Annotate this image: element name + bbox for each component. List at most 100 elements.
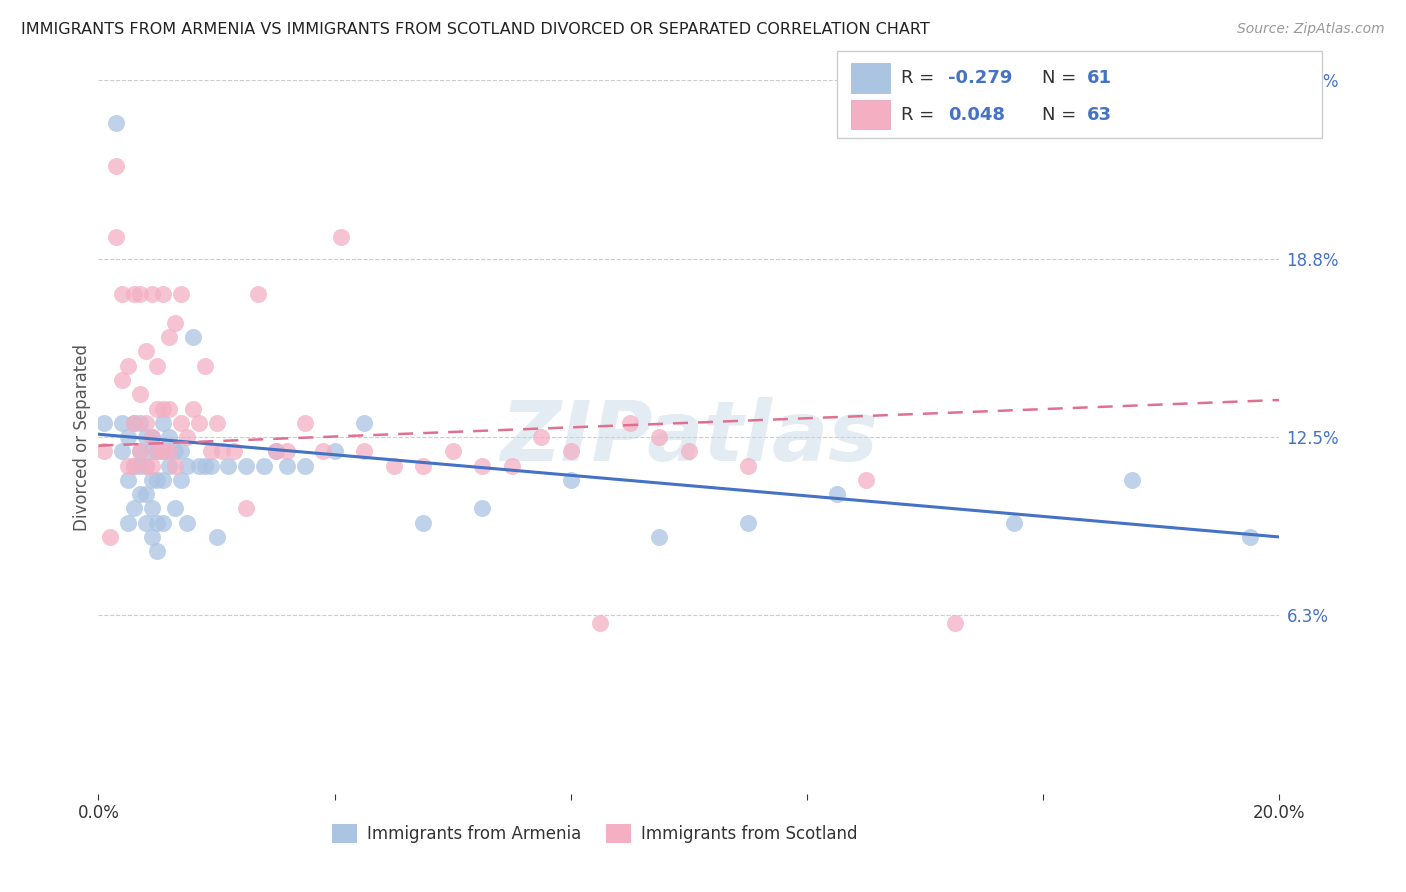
Point — [855, 473, 877, 487]
Point — [117, 473, 139, 487]
Point — [264, 444, 287, 458]
Point — [128, 444, 150, 458]
Point — [194, 359, 217, 373]
Point — [294, 458, 316, 473]
Point — [128, 444, 150, 458]
Point — [111, 287, 134, 301]
Point — [157, 430, 180, 444]
Text: R =: R = — [901, 105, 941, 124]
Point — [128, 287, 150, 301]
Point — [141, 530, 163, 544]
Point — [943, 615, 966, 630]
Point — [146, 444, 169, 458]
Point — [412, 458, 434, 473]
Point — [111, 444, 134, 458]
Point — [146, 359, 169, 373]
Point — [678, 444, 700, 458]
Point — [146, 444, 169, 458]
Point — [165, 444, 187, 458]
Point — [152, 287, 174, 301]
FancyBboxPatch shape — [851, 63, 890, 93]
Point — [122, 287, 145, 301]
Text: R =: R = — [901, 69, 941, 87]
Point — [211, 444, 233, 458]
Point — [323, 444, 346, 458]
Point — [117, 359, 139, 373]
Point — [105, 116, 128, 130]
Point — [135, 416, 157, 430]
Point — [217, 458, 239, 473]
Point — [152, 444, 174, 458]
Point — [170, 444, 193, 458]
Point — [471, 501, 494, 516]
Point — [276, 444, 298, 458]
Point — [1002, 516, 1025, 530]
Point — [157, 458, 180, 473]
Point — [105, 230, 128, 244]
Point — [98, 530, 121, 544]
Point — [128, 387, 150, 401]
Point — [128, 487, 150, 501]
Point — [619, 416, 641, 430]
Point — [128, 458, 150, 473]
Point — [122, 458, 145, 473]
Point — [117, 516, 139, 530]
Point — [205, 530, 228, 544]
Text: 0.048: 0.048 — [948, 105, 1005, 124]
Point — [235, 501, 257, 516]
Point — [141, 458, 163, 473]
Point — [141, 501, 163, 516]
Point — [246, 287, 269, 301]
Text: IMMIGRANTS FROM ARMENIA VS IMMIGRANTS FROM SCOTLAND DIVORCED OR SEPARATED CORREL: IMMIGRANTS FROM ARMENIA VS IMMIGRANTS FR… — [21, 22, 929, 37]
Legend: Immigrants from Armenia, Immigrants from Scotland: Immigrants from Armenia, Immigrants from… — [325, 818, 865, 850]
Point — [737, 516, 759, 530]
Text: ZIPatlas: ZIPatlas — [501, 397, 877, 477]
Text: 63: 63 — [1087, 105, 1112, 124]
Point — [111, 416, 134, 430]
Point — [194, 458, 217, 473]
Point — [170, 287, 193, 301]
Point — [152, 444, 174, 458]
Point — [122, 458, 145, 473]
Text: N =: N = — [1042, 69, 1081, 87]
Point — [152, 473, 174, 487]
Point — [825, 487, 848, 501]
Point — [165, 501, 187, 516]
Point — [146, 473, 169, 487]
Point — [648, 430, 671, 444]
FancyBboxPatch shape — [837, 51, 1322, 138]
Point — [135, 516, 157, 530]
Y-axis label: Divorced or Separated: Divorced or Separated — [73, 343, 91, 531]
Point — [141, 287, 163, 301]
Point — [152, 416, 174, 430]
Point — [441, 444, 464, 458]
Point — [205, 416, 228, 430]
Point — [353, 416, 375, 430]
Point — [560, 473, 582, 487]
Point — [253, 458, 276, 473]
Point — [181, 401, 204, 416]
Point — [117, 430, 139, 444]
Point — [135, 458, 157, 473]
Point — [353, 444, 375, 458]
Point — [128, 416, 150, 430]
Point — [165, 316, 187, 330]
Point — [471, 458, 494, 473]
Text: N =: N = — [1042, 105, 1081, 124]
Point — [176, 458, 198, 473]
Point — [200, 444, 222, 458]
Point — [93, 444, 115, 458]
Point — [530, 430, 553, 444]
Point — [1239, 530, 1261, 544]
Point — [501, 458, 523, 473]
Point — [200, 458, 222, 473]
Text: -0.279: -0.279 — [948, 69, 1012, 87]
Point — [187, 416, 209, 430]
Point — [152, 516, 174, 530]
Point — [146, 544, 169, 558]
Point — [141, 430, 163, 444]
Point — [122, 416, 145, 430]
Point — [122, 416, 145, 430]
Point — [312, 444, 335, 458]
Point — [382, 458, 405, 473]
